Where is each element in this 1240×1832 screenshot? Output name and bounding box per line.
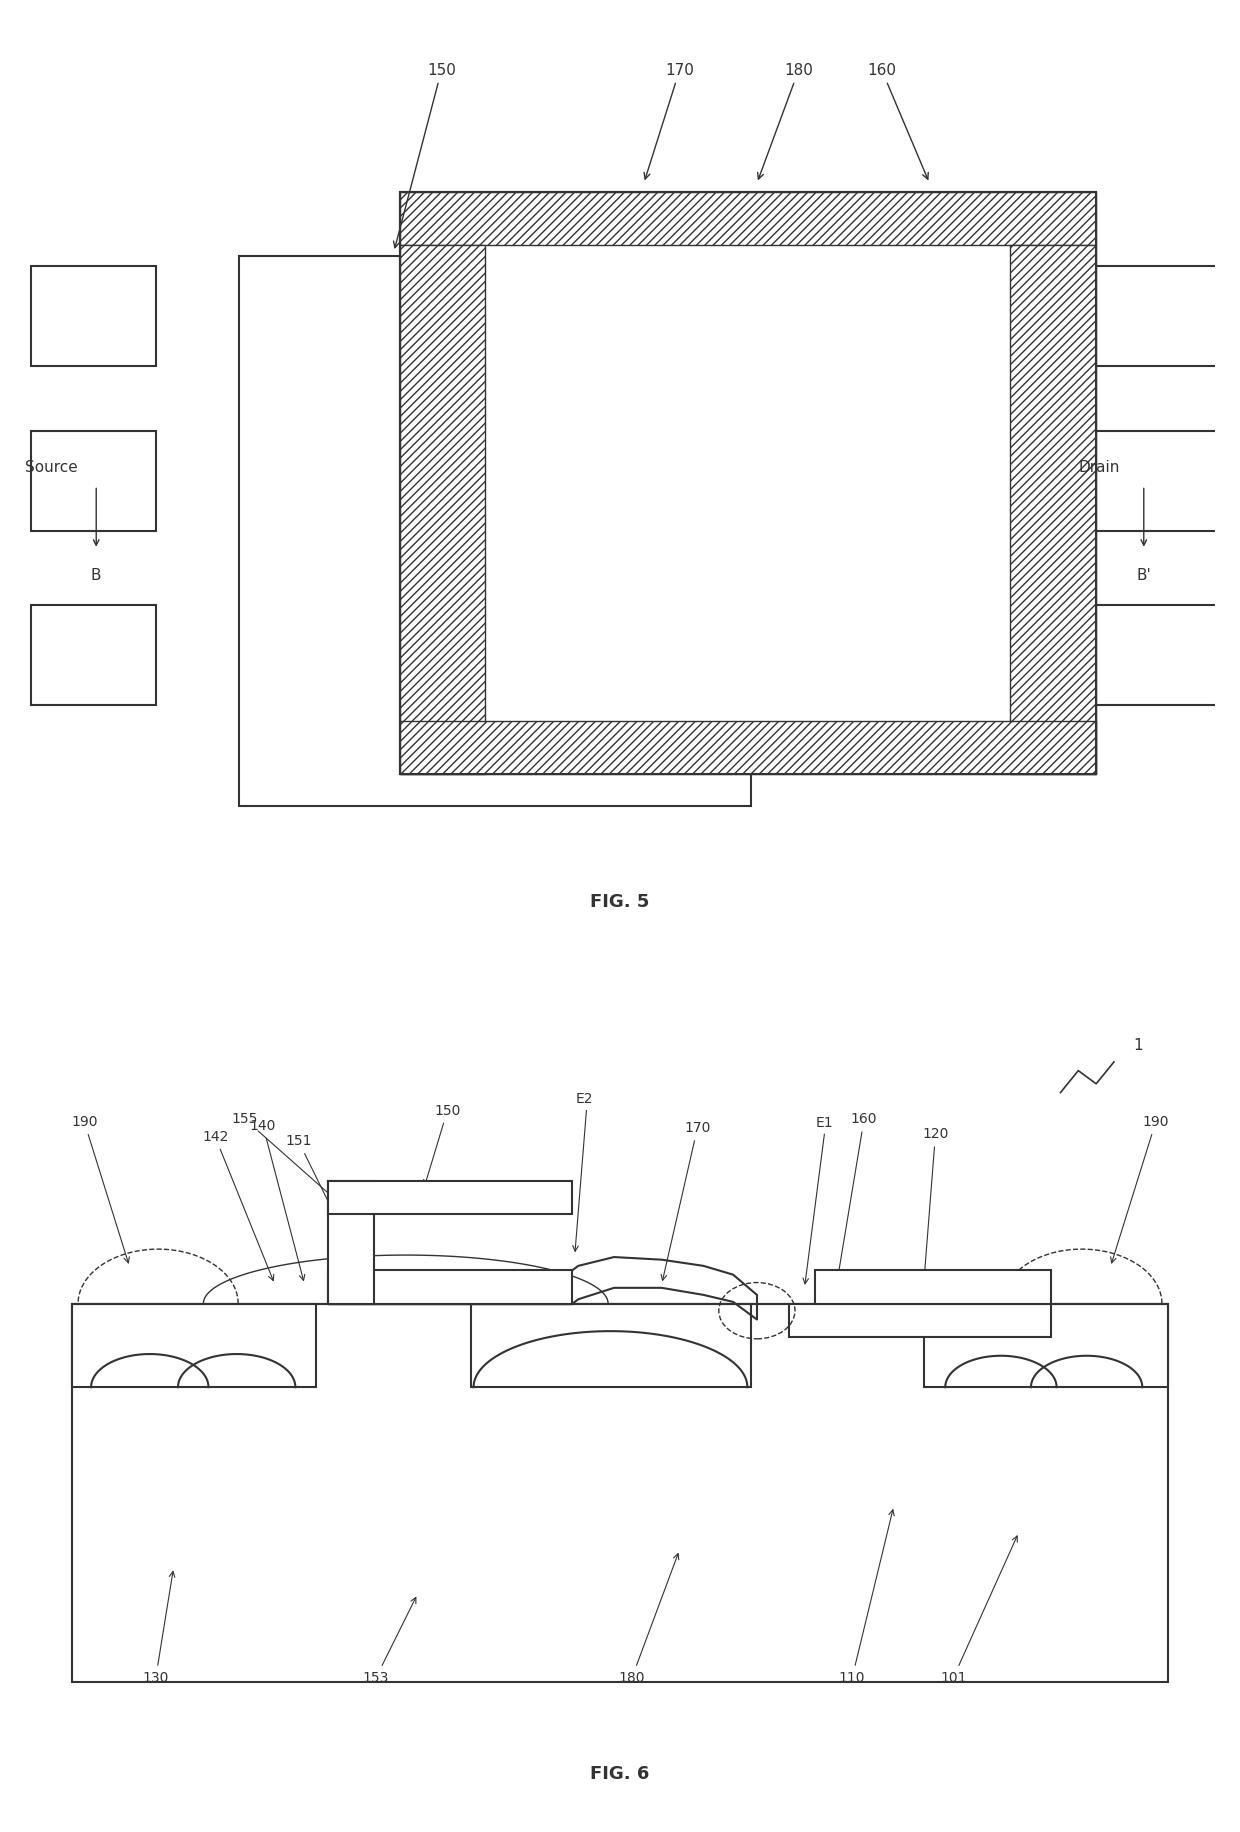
Bar xyxy=(399,192,1096,773)
Text: Source: Source xyxy=(25,460,78,474)
Text: 180: 180 xyxy=(619,1554,678,1685)
Text: FIG. 6: FIG. 6 xyxy=(590,1764,650,1783)
Bar xyxy=(789,1304,1052,1337)
Bar xyxy=(31,431,156,531)
Text: 160: 160 xyxy=(836,1112,877,1281)
Text: 140: 140 xyxy=(249,1119,305,1281)
Bar xyxy=(1096,605,1221,705)
Bar xyxy=(399,192,1096,245)
Bar xyxy=(924,1304,1168,1387)
Text: 190: 190 xyxy=(71,1116,129,1262)
Bar xyxy=(1096,431,1221,531)
Bar xyxy=(72,1304,316,1387)
Bar xyxy=(1011,245,1096,773)
Bar xyxy=(329,1270,573,1304)
Text: E1: E1 xyxy=(816,1116,833,1130)
Bar xyxy=(471,1304,751,1387)
Text: 120: 120 xyxy=(921,1127,949,1282)
Text: 130: 130 xyxy=(143,1572,175,1685)
Text: 153: 153 xyxy=(363,1598,415,1685)
Text: 160: 160 xyxy=(868,62,929,180)
Text: 142: 142 xyxy=(202,1130,274,1281)
Bar xyxy=(815,1270,1052,1304)
Text: 170: 170 xyxy=(644,62,694,180)
Bar xyxy=(31,266,156,366)
Text: 110: 110 xyxy=(839,1510,894,1685)
Bar xyxy=(329,1180,373,1304)
Text: 180: 180 xyxy=(758,62,813,180)
Text: 101: 101 xyxy=(940,1535,1017,1685)
Bar xyxy=(239,256,751,806)
Bar xyxy=(399,245,486,773)
Bar xyxy=(399,192,1096,773)
Text: 170: 170 xyxy=(661,1121,711,1281)
Text: E2: E2 xyxy=(575,1092,593,1107)
Text: B: B xyxy=(91,568,102,583)
Bar xyxy=(329,1180,573,1215)
Bar xyxy=(72,1304,1168,1682)
Text: 1: 1 xyxy=(1133,1039,1142,1053)
Text: 155: 155 xyxy=(232,1112,341,1204)
Bar xyxy=(399,722,1096,773)
Text: 150: 150 xyxy=(424,1103,460,1185)
Text: B': B' xyxy=(1136,568,1151,583)
Text: Drain: Drain xyxy=(1079,460,1120,474)
Text: 150: 150 xyxy=(393,62,456,247)
Bar xyxy=(31,605,156,705)
Text: FIG. 5: FIG. 5 xyxy=(590,894,650,911)
Bar xyxy=(1096,266,1221,366)
Text: 151: 151 xyxy=(285,1134,366,1279)
Text: 190: 190 xyxy=(1111,1116,1169,1262)
